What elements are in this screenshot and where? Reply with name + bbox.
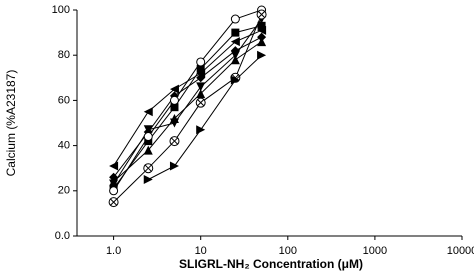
marker	[257, 21, 266, 30]
marker	[143, 132, 153, 142]
marker	[195, 97, 206, 108]
marker	[170, 103, 179, 112]
marker	[143, 163, 154, 174]
y-tick-label: 20	[58, 185, 70, 197]
y-tick-label: 80	[58, 49, 70, 61]
y-axis-label: Calcium (%A23187)	[4, 70, 18, 177]
marker	[257, 32, 267, 42]
series-line	[113, 25, 262, 189]
x-tick-label: 10	[195, 245, 207, 257]
marker	[169, 113, 179, 123]
marker	[196, 125, 206, 135]
marker	[196, 89, 206, 99]
marker	[169, 95, 179, 105]
marker	[196, 57, 206, 67]
marker	[257, 50, 267, 60]
marker	[196, 82, 206, 92]
y-tick-label: 60	[58, 94, 70, 106]
x-tick-label: 10000	[447, 245, 474, 257]
marker	[230, 37, 240, 47]
x-tick-label: 100	[279, 245, 297, 257]
series-line	[113, 41, 262, 183]
marker	[169, 161, 179, 171]
marker	[143, 107, 153, 117]
marker	[109, 186, 119, 196]
y-tick-label: 0.0	[55, 230, 70, 242]
marker	[256, 9, 267, 20]
marker	[231, 28, 240, 37]
marker	[230, 14, 240, 24]
y-tick-label: 100	[52, 4, 70, 16]
marker	[169, 136, 180, 147]
marker	[108, 197, 119, 208]
marker	[257, 37, 267, 47]
x-tick-label: 1.0	[106, 245, 121, 257]
marker	[196, 73, 206, 83]
marker	[144, 137, 153, 146]
y-tick-label: 40	[58, 140, 70, 152]
series-line	[113, 14, 263, 203]
x-axis-label: SLIGRL-NH₂ Concentration (μM)	[179, 257, 363, 271]
marker	[196, 64, 205, 73]
marker	[230, 55, 240, 65]
marker	[169, 84, 179, 94]
marker	[143, 145, 153, 155]
marker	[109, 177, 119, 187]
marker	[230, 75, 240, 85]
marker	[143, 175, 153, 184]
marker	[230, 50, 240, 60]
marker	[109, 161, 119, 171]
series-line	[113, 9, 262, 192]
marker	[143, 125, 153, 135]
series-line	[113, 18, 262, 185]
x-tick-label: 1000	[363, 245, 387, 257]
